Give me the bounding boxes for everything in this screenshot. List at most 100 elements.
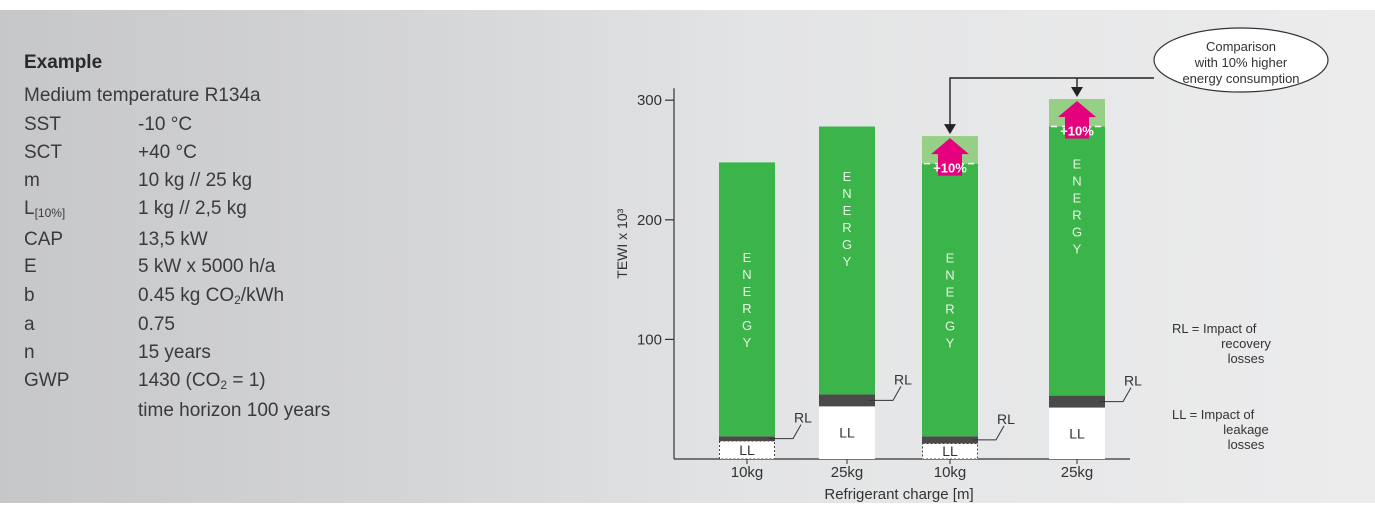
- bar-energy-segment: [922, 163, 978, 437]
- bar-ll-segment: [922, 443, 978, 459]
- bar-ll-label: LL: [942, 443, 958, 459]
- content-panel: Example Medium temperature R134a SST -10 …: [0, 10, 1375, 503]
- bar-rl-label: RL: [997, 411, 1015, 427]
- y-tick-label: 200: [637, 212, 662, 229]
- parameter-key: CAP: [24, 229, 64, 250]
- x-tick-label: 10kg: [731, 464, 764, 481]
- bar-energy-letter: Y: [743, 335, 752, 350]
- bar-increase-label: +10%: [1060, 124, 1094, 139]
- y-axis-label: TEWI x 10³: [614, 208, 630, 278]
- bar-energy-letter: E: [946, 250, 955, 265]
- parameter-value: 0.75: [138, 314, 175, 335]
- legend-text: LL = Impact of: [1172, 407, 1255, 422]
- callout-text: Comparison: [1206, 39, 1276, 54]
- parameter-value: time horizon 100 years: [138, 400, 331, 421]
- legend-text: losses: [1228, 351, 1265, 366]
- parameter-key: E: [24, 256, 37, 277]
- bar-rl-segment: [1049, 395, 1105, 408]
- bar-rl-label: RL: [894, 371, 912, 387]
- bar-ll-outline: [922, 442, 978, 460]
- bar-energy-letter: N: [842, 186, 851, 201]
- bar-ll-segment: [819, 406, 875, 459]
- callout-text: with 10% higher: [1194, 55, 1288, 70]
- parameter-value: 15 years: [138, 342, 211, 363]
- parameter-key: m: [24, 170, 40, 191]
- callout-ellipse: [1153, 27, 1329, 93]
- bar-ll-label: LL: [839, 425, 855, 441]
- bar-energy-letter: G: [1072, 225, 1082, 240]
- bar-ll-segment: [719, 441, 775, 459]
- bar-energy-letter: E: [946, 284, 955, 299]
- y-tick-label: 100: [637, 331, 662, 348]
- legend-text: losses: [1228, 437, 1265, 452]
- bar-energy-letter: E: [743, 250, 752, 265]
- legend-text: RL = Impact of: [1172, 321, 1257, 336]
- x-tick-label: 25kg: [1061, 464, 1094, 481]
- parameter-key: GWP: [24, 370, 70, 391]
- callout-arrowhead-icon: [1071, 87, 1083, 98]
- parameter-key: SCT: [24, 142, 62, 163]
- y-tick-label: 300: [637, 92, 662, 109]
- legend-text: recovery: [1221, 336, 1271, 351]
- increase-arrow-icon: [931, 138, 969, 176]
- bar-energy-letter: G: [742, 318, 752, 333]
- bar-energy-letter: E: [843, 169, 852, 184]
- callout-text: energy consumption: [1182, 71, 1299, 86]
- parameter-value: 10 kg // 25 kg: [138, 170, 253, 191]
- bar-energy-letter: Y: [946, 335, 955, 350]
- tewi-chart: 100 200 300 TEWI x 10³ Refrigerant charge [m…: [600, 0, 1375, 503]
- parameter-key: b: [24, 285, 35, 306]
- parameter-value: 0.45 kg CO2/kWh: [138, 285, 285, 307]
- bar-energy-letter: N: [1072, 174, 1081, 189]
- bar-rl-label: RL: [794, 410, 812, 426]
- x-tick-label: 25kg: [831, 464, 864, 481]
- parameter-value: 1 kg // 2,5 kg: [138, 198, 247, 219]
- bar-rl-label: RL: [1124, 373, 1142, 389]
- bar-energy-letter: G: [945, 318, 955, 333]
- increase-arrow-icon: [1058, 101, 1096, 139]
- bar-ll-label: LL: [739, 442, 755, 458]
- bar-energy-letter: N: [742, 267, 751, 282]
- x-axis-label: Refrigerant charge [m]: [824, 486, 973, 503]
- parameter-key: a: [24, 314, 35, 335]
- bar-energy-letter: Y: [1073, 242, 1082, 257]
- x-tick-label: 10kg: [934, 464, 967, 481]
- parameter-value: 5 kW x 5000 h/a: [138, 256, 276, 277]
- bar-energy-letter: E: [743, 284, 752, 299]
- bar-energy-segment: [1049, 126, 1105, 396]
- bar-energy-letter: R: [1072, 208, 1081, 223]
- parameter-key: SST: [24, 114, 61, 135]
- bar-rl-leader: [1099, 387, 1132, 403]
- bar-ll-label: LL: [1069, 425, 1085, 441]
- bar-ll-segment: [1049, 407, 1105, 459]
- bar-rl-segment: [819, 394, 875, 407]
- example-title: Example: [24, 52, 103, 73]
- bar-energy-letter: R: [945, 301, 954, 316]
- bar-increase-label: +10%: [933, 161, 967, 176]
- parameter-value: +40 °C: [138, 142, 197, 163]
- bar-rl-leader: [869, 386, 902, 401]
- example-subtitle: Medium temperature R134a: [24, 85, 261, 106]
- tewi-chart-svg: 100 200 300 TEWI x 10³ Refrigerant charge [m…: [614, 27, 1329, 503]
- bar-energy-letter: E: [843, 203, 852, 218]
- bar-energy-letter: R: [742, 301, 751, 316]
- parameter-value: -10 °C: [138, 114, 193, 135]
- bar-rl-leader: [972, 425, 1005, 441]
- bar-rl-segment: [922, 436, 978, 444]
- bar-energy-letter: N: [945, 267, 954, 282]
- bar-rl-leader: [769, 424, 802, 440]
- bar-energy-segment: [719, 162, 775, 437]
- callout-arrowhead-icon: [944, 124, 956, 135]
- parameter-key: L[10%]: [24, 198, 66, 220]
- legend-text: leakage: [1223, 422, 1269, 437]
- parameter-value: 13,5 kW: [138, 229, 208, 250]
- bar-energy-letter: Y: [843, 254, 852, 269]
- callout-connector: [949, 77, 1154, 127]
- bar-rl-segment: [719, 436, 775, 442]
- parameter-value: 1430 (CO2 = 1): [138, 370, 266, 392]
- bar-energy-letter: R: [842, 220, 851, 235]
- parameter-key: n: [24, 342, 35, 363]
- bar-energy-letter: E: [1073, 191, 1082, 206]
- bar-energy-segment: [819, 126, 875, 395]
- bar-energy-letter: E: [1073, 157, 1082, 172]
